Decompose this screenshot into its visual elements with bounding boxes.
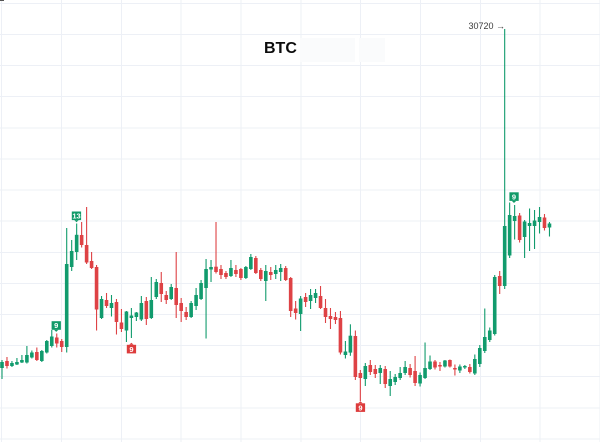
svg-text:9: 9: [358, 403, 362, 412]
svg-text:9: 9: [129, 345, 133, 354]
svg-text:9: 9: [512, 192, 516, 201]
svg-text:13: 13: [72, 212, 80, 221]
svg-text:9: 9: [54, 321, 58, 330]
